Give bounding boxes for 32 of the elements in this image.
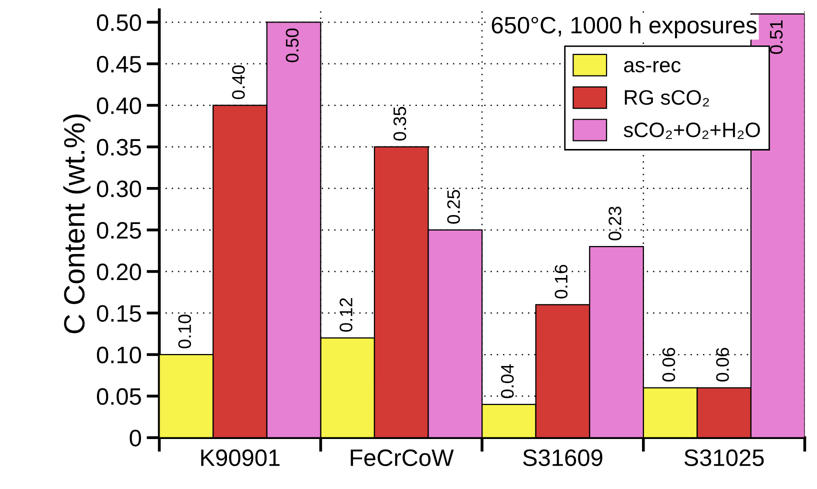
data-label: 0.25: [447, 190, 460, 224]
y-tick-label: 0.35: [96, 138, 141, 156]
data-label: 0.12: [340, 298, 352, 332]
x-tick-label: FeCrCoW: [350, 449, 454, 466]
y-tick-label: 0.30: [96, 180, 142, 198]
data-label: 0.16: [554, 264, 568, 298]
y-tick-label: 0: [130, 430, 142, 446]
data-label: 0.23: [608, 206, 622, 240]
x-tick-label: S31025: [684, 449, 764, 466]
x-tick-label: K90901: [201, 449, 280, 466]
data-label: 0.51: [770, 20, 783, 54]
x-tick-label: S31609: [523, 449, 602, 466]
y-tick-label: 0.50: [96, 14, 142, 32]
y-tick-label: 0.05: [96, 388, 141, 405]
y-tick-label: 0.45: [96, 56, 141, 73]
data-label: 0.10: [178, 314, 192, 348]
data-label: 0.50: [286, 28, 299, 62]
y-tick-label: 0.25: [96, 222, 141, 239]
y-axis-title: C Content (wt.%): [63, 114, 90, 334]
data-label: 0.06: [662, 348, 676, 382]
legend-label: RG sCO₂: [624, 90, 709, 106]
legend-label: as-rec: [624, 60, 681, 72]
y-tick-label: 0.20: [96, 264, 142, 280]
y-tick-label: 0.40: [96, 97, 142, 114]
data-label: 0.04: [500, 364, 514, 398]
y-tick-label: 0.10: [96, 346, 142, 364]
annotation: 650°C, 1000 h exposures: [492, 16, 757, 38]
legend-label: sCO₂+O₂+H₂O: [624, 122, 760, 139]
data-label: 0.40: [232, 65, 245, 100]
data-label: 0.06: [716, 348, 729, 382]
data-label: 0.35: [393, 106, 406, 141]
y-tick-label: 0.15: [96, 305, 141, 322]
